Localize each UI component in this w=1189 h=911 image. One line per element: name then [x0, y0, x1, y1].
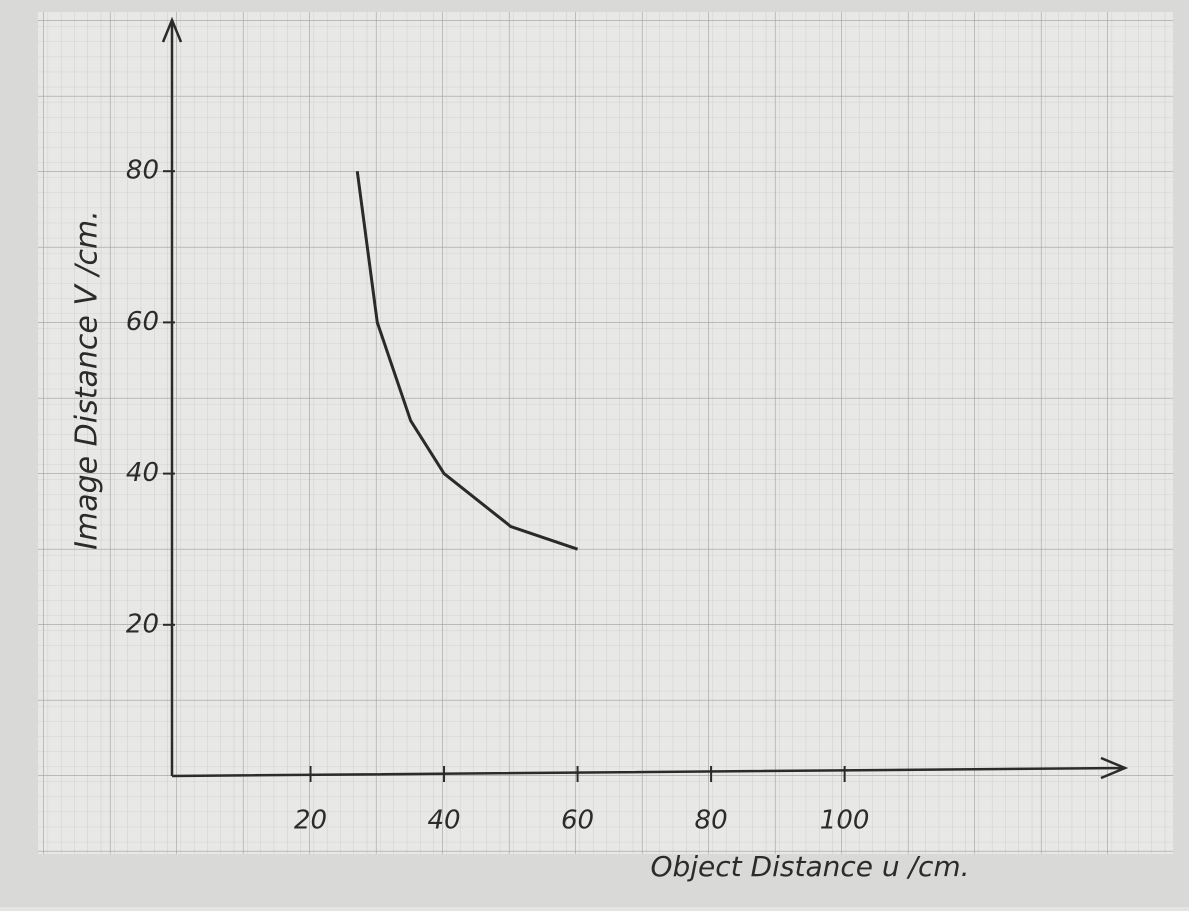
- x-tick-label: 60: [561, 806, 594, 836]
- x-tick-label: 20: [294, 806, 327, 836]
- y-axis: [161, 16, 183, 776]
- x-axis-label: Object Distance u /cm.: [650, 850, 969, 883]
- y-tick-label: 40: [126, 458, 159, 488]
- x-tick-label: 40: [427, 806, 460, 836]
- x-tick-label: 100: [820, 806, 870, 836]
- x-axis: [171, 756, 1129, 780]
- y-tick-label: 80: [126, 156, 159, 186]
- x-tick-label: 80: [695, 806, 728, 836]
- curve: [355, 171, 579, 551]
- y-tick-label: 60: [126, 307, 159, 337]
- paper-grid: [38, 12, 1173, 854]
- y-tick-label: 20: [126, 609, 159, 639]
- y-axis-label: Image Distance V /cm.: [70, 210, 105, 550]
